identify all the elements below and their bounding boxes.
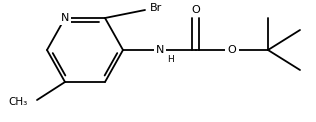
Text: Br: Br bbox=[150, 3, 162, 13]
Text: N: N bbox=[156, 45, 164, 55]
Text: H: H bbox=[167, 55, 174, 64]
Text: O: O bbox=[191, 5, 200, 15]
Text: N: N bbox=[61, 13, 69, 23]
Text: CH₃: CH₃ bbox=[9, 97, 28, 107]
Text: O: O bbox=[228, 45, 236, 55]
